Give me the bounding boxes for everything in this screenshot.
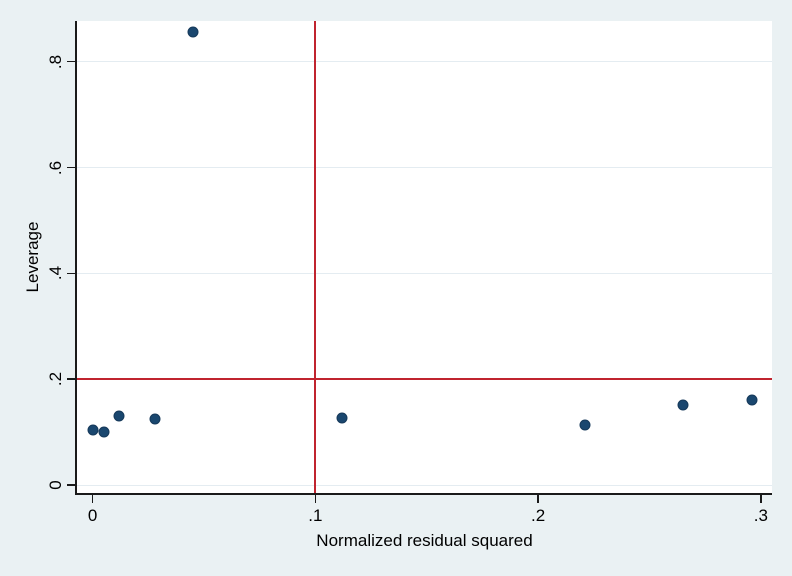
x-tick-label: 0 [87,506,98,525]
y-tick-label: .6 [46,160,65,175]
plot-area [77,21,772,493]
data-point [98,426,110,438]
x-tick-mark [314,495,317,503]
data-point [87,424,99,436]
y-tick-mark [67,166,75,169]
horizontal-reference-line [77,378,772,381]
y-axis-title: Leverage [23,221,42,293]
y-tick-label: .2 [46,372,65,387]
y-gridline [77,61,772,63]
x-tick-mark [760,495,762,503]
y-tick-mark [67,60,75,63]
x-axis-title: Normalized residual squared [316,531,533,550]
y-tick-mark [67,484,75,486]
y-gridline [77,272,772,274]
x-axis-line [75,493,772,495]
y-axis-line [75,21,77,495]
y-tick-mark [67,272,75,275]
data-point [149,413,161,425]
data-point [113,410,125,422]
y-gridline [77,167,772,169]
data-point [187,26,199,38]
x-tick-label: .3 [753,506,768,525]
x-tick-mark [537,495,539,503]
vertical-reference-line [314,21,317,493]
x-tick-label: .1 [308,506,323,525]
y-gridline [77,484,772,486]
data-point [677,399,689,411]
data-point [746,394,758,406]
x-tick-mark [91,495,94,503]
data-point [336,412,348,424]
x-tick-label: .2 [531,506,546,525]
y-tick-label: .8 [46,54,65,69]
y-tick-label: .4 [46,266,65,281]
y-tick-mark [67,378,75,380]
data-point [579,419,591,431]
y-tick-label: 0 [46,480,65,490]
